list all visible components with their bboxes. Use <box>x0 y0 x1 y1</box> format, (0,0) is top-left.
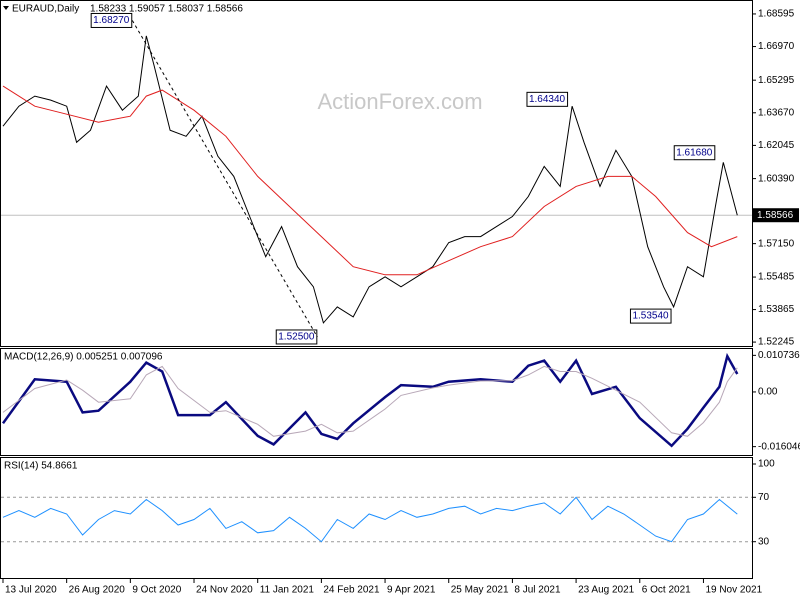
series-line <box>1 352 739 448</box>
y-tick-label: 100 <box>758 459 775 470</box>
y-tick-label: 0.00 <box>758 387 778 398</box>
x-tick-label: 24 Feb 2021 <box>323 585 380 596</box>
y-tick-label: 70 <box>758 492 770 503</box>
x-tick-label: 19 Nov 2021 <box>705 585 762 596</box>
macd-panel <box>0 348 753 456</box>
annotation-box <box>673 145 716 161</box>
y-tick-label: 30 <box>758 536 770 547</box>
y-tick-label: 1.57150 <box>758 238 795 249</box>
y-tick-label: 1.65295 <box>758 75 795 86</box>
series-line <box>2 496 738 543</box>
y-tick-label: 1.53865 <box>758 304 795 315</box>
y-tick-label: 1.60390 <box>758 173 795 184</box>
annotation-label: 1.53540 <box>632 311 669 322</box>
x-tick-label: 9 Oct 2020 <box>132 585 181 596</box>
series-line <box>2 35 738 324</box>
annotation-label: 1.68270 <box>93 15 130 26</box>
menu-icon <box>3 6 9 10</box>
y-tick-label: 1.52245 <box>758 337 795 348</box>
annotation-box <box>629 308 672 324</box>
current-price-box <box>753 208 799 223</box>
macd-title: MACD(12,26,9) 0.005251 0.007096 <box>4 352 163 363</box>
x-tick-label: 9 Apr 2021 <box>387 585 436 596</box>
x-tick-label: 13 Jul 2020 <box>5 585 57 596</box>
price-panel <box>0 0 753 347</box>
y-tick-label: 1.66970 <box>758 41 795 52</box>
x-tick-label: 24 Nov 2020 <box>196 585 253 596</box>
y-tick-label: 1.68595 <box>758 9 795 20</box>
series-line <box>2 365 738 437</box>
annotation-box <box>526 91 569 107</box>
annotation-box <box>90 12 133 28</box>
x-tick-label: 11 Jan 2021 <box>260 585 315 596</box>
x-tick-label: 26 Aug 2020 <box>69 585 126 596</box>
annotation-label: 1.61680 <box>676 147 713 158</box>
series-line <box>2 85 738 276</box>
y-tick-label: 1.55485 <box>758 272 795 283</box>
chart-title: EURAUD,Daily <box>12 4 79 15</box>
watermark: ActionForex.com <box>317 89 482 114</box>
trendline <box>131 20 318 338</box>
y-tick-label: 1.62045 <box>758 140 795 151</box>
y-tick-label: 1.63670 <box>758 107 795 118</box>
y-tick-label: -0.016046 <box>758 441 800 452</box>
x-tick-label: 6 Oct 2021 <box>642 585 691 596</box>
annotation-label: 1.64340 <box>529 94 566 105</box>
rsi-title: RSI(14) 54.8661 <box>4 461 78 472</box>
y-tick-label: 0.010736 <box>758 350 800 361</box>
rsi-panel <box>0 457 753 579</box>
annotation-label: 1.52500 <box>278 332 315 343</box>
x-tick-label: 25 May 2021 <box>451 585 509 596</box>
x-tick-label: 23 Aug 2021 <box>578 585 635 596</box>
ohlc-values: 1.58233 1.59057 1.58037 1.58566 <box>90 4 243 15</box>
x-tick-label: 8 Jul 2021 <box>514 585 561 596</box>
current-price-label: 1.58566 <box>757 210 794 221</box>
